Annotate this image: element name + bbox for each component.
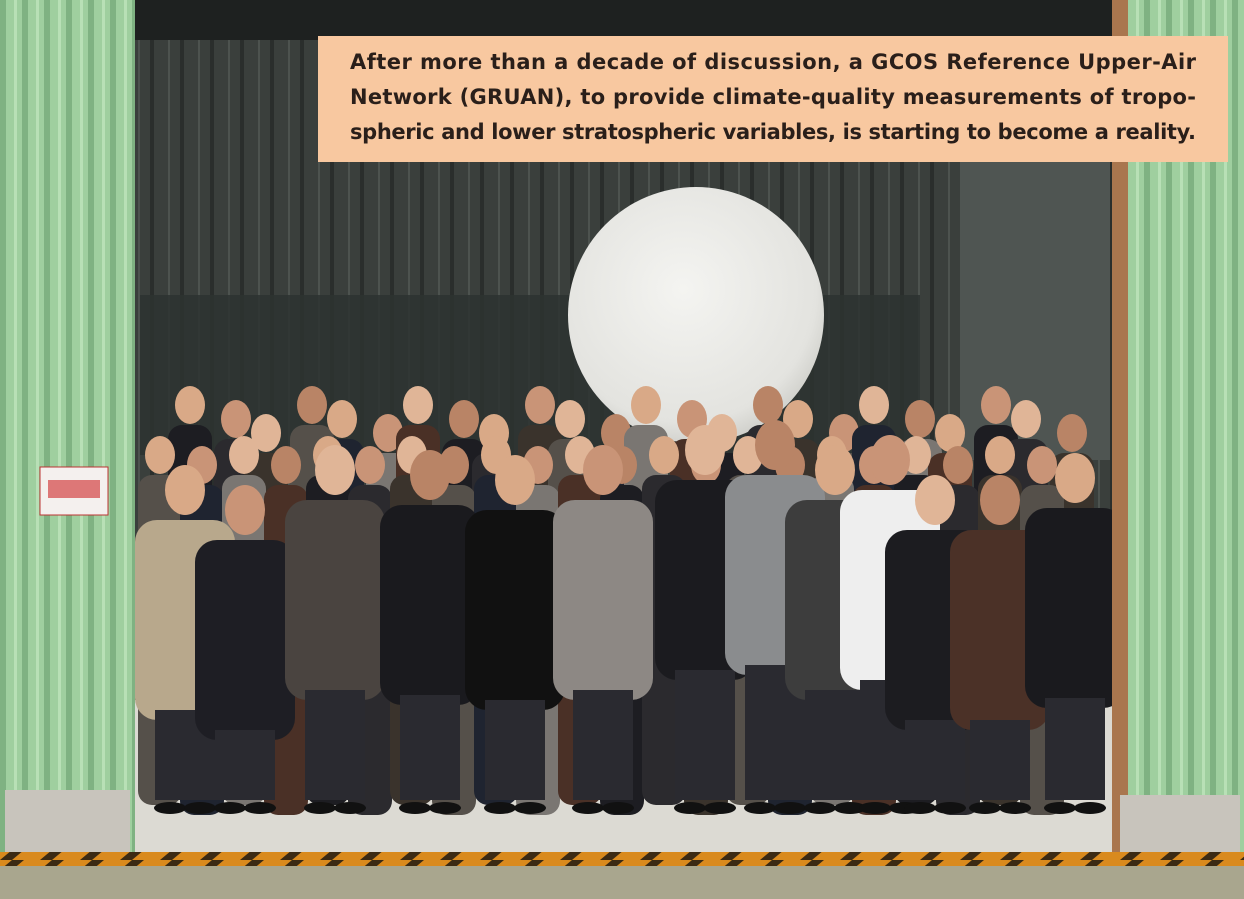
person-head [145,436,175,474]
person-legs [305,690,365,800]
person-head [297,386,327,424]
shoe [399,802,431,814]
wall-sign-band [48,480,100,498]
person-head [783,400,813,438]
person-head [373,414,403,452]
person-body [285,500,385,700]
person-head [1055,453,1095,503]
person-head [815,445,855,495]
person-legs [970,720,1030,800]
person-legs [1045,698,1105,800]
person-head [315,445,355,495]
person-head [271,446,301,484]
person-head [355,446,385,484]
person-legs [215,730,275,800]
person-body [1025,508,1125,708]
person-head [583,445,623,495]
shoe [429,802,461,814]
shoe [484,802,516,814]
caption-line: Network (GRUAN), to provide climate-qual… [350,85,1196,109]
person-legs [805,690,865,800]
person-head [985,436,1015,474]
shoe [184,802,216,814]
shoe [572,802,604,814]
person-legs [400,695,460,800]
shoe [304,802,336,814]
crowd [135,386,1125,815]
person-head [631,386,661,424]
person-head [649,436,679,474]
shoe [859,802,891,814]
person-body [195,540,295,740]
person-head [980,475,1020,525]
shoe [934,802,966,814]
person-head [859,386,889,424]
shoe [904,802,936,814]
shoe [214,802,246,814]
person-head [495,455,535,505]
weather-balloon [568,187,824,443]
shoe [999,802,1031,814]
person-head [449,400,479,438]
person-head [753,386,783,424]
person-head [685,425,725,475]
person-legs [905,720,965,800]
person-head [251,414,281,452]
left-wall [0,0,135,870]
shoe [834,802,866,814]
person-head [1027,446,1057,484]
person-head [229,436,259,474]
person-head [601,414,631,452]
shoe [1074,802,1106,814]
person-head [525,386,555,424]
person-legs [675,670,735,800]
hazard-strip [0,852,1244,866]
person-head [403,386,433,424]
person-head [915,475,955,525]
shoe [774,802,806,814]
person-head [221,400,251,438]
person-legs [485,700,545,800]
left-wall-base [5,790,130,855]
shoe [704,802,736,814]
person-head [870,435,910,485]
right-wall-base [1120,795,1240,860]
shoe [674,802,706,814]
shoe [969,802,1001,814]
person-body [380,505,480,705]
person-head [755,420,795,470]
shoe [804,802,836,814]
person-head [175,386,205,424]
person-head [905,400,935,438]
person-head [1057,414,1087,452]
ceiling [130,0,1120,40]
person-head [327,400,357,438]
grass [0,866,1244,899]
person-body [553,500,653,700]
caption-line: After more than a decade of discussion, … [350,50,1197,74]
caption-line: spheric and lower stratospheric variable… [350,120,1196,144]
shoe [514,802,546,814]
shoe [602,802,634,814]
door-frame [1112,0,1128,870]
shoe [154,802,186,814]
person-body [465,510,565,710]
person-head [555,400,585,438]
person-head [935,414,965,452]
person-head [410,450,450,500]
shoe [244,802,276,814]
person-head [1011,400,1041,438]
caption-box [318,36,1228,162]
person-head [225,485,265,535]
person-head [981,386,1011,424]
person-legs [573,690,633,800]
shoe [1044,802,1076,814]
shoe [744,802,776,814]
person-head [165,465,205,515]
shoe [334,802,366,814]
person-head [943,446,973,484]
